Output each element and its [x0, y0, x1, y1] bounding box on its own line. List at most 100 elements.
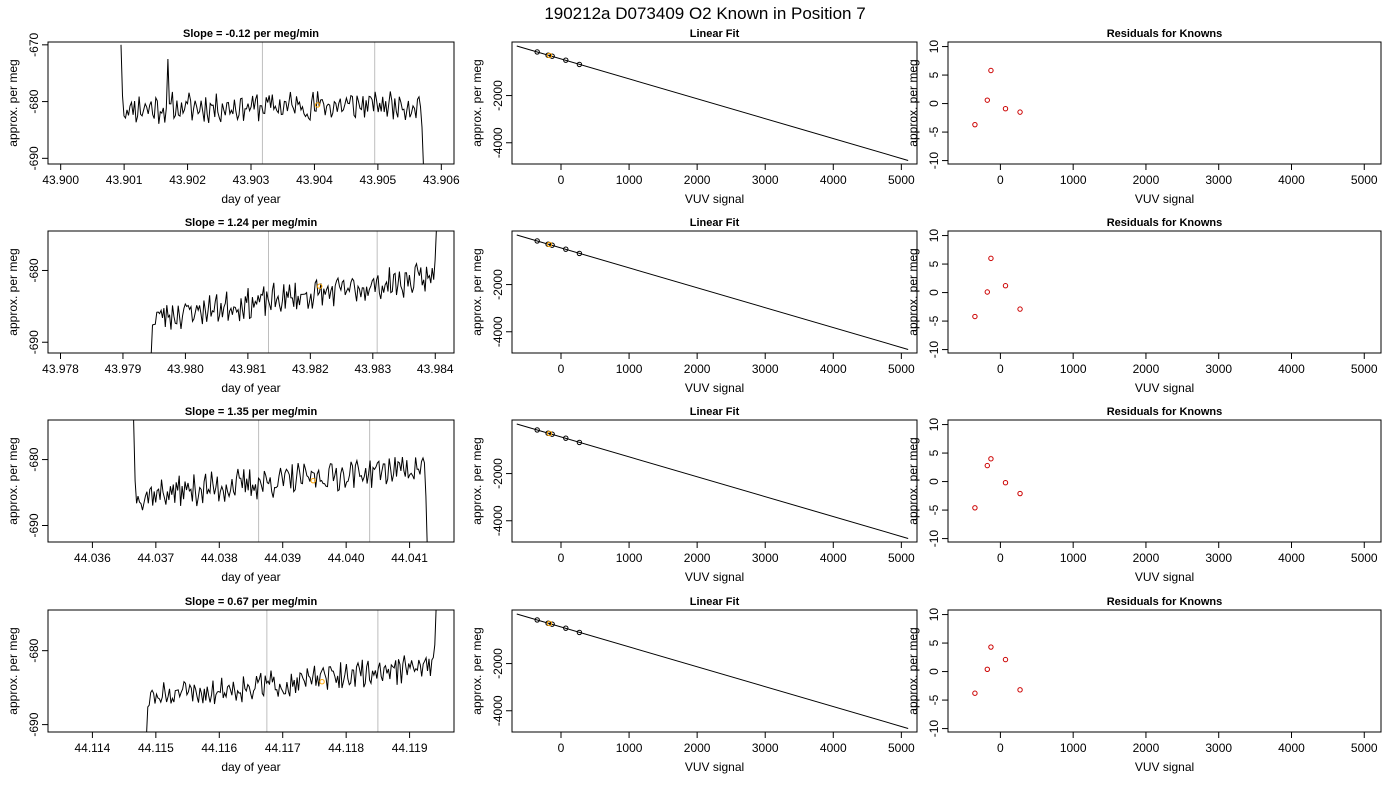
- chart-title: Slope = 1.35 per meg/min: [185, 406, 318, 418]
- y-tick-label: 0: [927, 100, 941, 107]
- x-tick-label: 1000: [1060, 551, 1087, 565]
- data-point: [1017, 490, 1023, 497]
- data-point: [1017, 306, 1023, 312]
- x-tick-label: 43.905: [360, 173, 397, 187]
- chart-panel-4: Slope = 0.67 per meg/min 44.114 44.115 44.1…: [6, 596, 455, 774]
- chart-panel-1: Slope = -0.12 per meg/min 43.900 43.901 43.…: [6, 28, 460, 206]
- y-tick-label: -670: [27, 33, 41, 57]
- data-point: [1017, 687, 1023, 693]
- x-axis-label: VUV signal: [685, 570, 744, 584]
- sample-marker: [317, 283, 323, 289]
- data-point: [984, 666, 990, 672]
- x-tick-label: 43.981: [230, 362, 267, 376]
- data-point: [984, 462, 990, 469]
- chart-panel-9: Residuals for Knowns 0 1000 2000 3000 4000 500…: [906, 28, 1382, 206]
- y-axis-label: approx. per meg: [470, 248, 484, 335]
- data-trace: [146, 610, 437, 732]
- x-tick-label: 44.119: [392, 741, 428, 755]
- data-point: [549, 431, 555, 437]
- x-tick-label: 5000: [888, 362, 915, 376]
- x-tick-label: 0: [558, 362, 565, 376]
- data-point: [984, 97, 990, 103]
- y-axis-label: approx. per meg: [470, 627, 484, 714]
- x-tick-label: 0: [997, 362, 1004, 376]
- y-axis-label: approx. per meg: [906, 627, 920, 714]
- sample-point: [546, 430, 553, 437]
- y-tick-label: 5: [927, 260, 941, 267]
- x-tick-label: 44.117: [265, 741, 301, 755]
- y-axis-label: approx. per meg: [470, 59, 484, 146]
- data-point: [534, 238, 540, 244]
- plot-frame: [511, 419, 918, 543]
- x-tick-label: 44.036: [74, 551, 111, 565]
- y-axis-label: approx. per meg: [470, 437, 484, 524]
- data-point: [563, 435, 569, 441]
- y-tick-label: -680: [27, 638, 41, 662]
- data-point: [972, 690, 978, 696]
- y-tick-label: -5: [927, 694, 941, 705]
- x-tick-label: 43.901: [106, 173, 143, 187]
- y-tick-label: 0: [927, 668, 941, 675]
- x-axis-label: VUV signal: [685, 381, 744, 395]
- x-axis-label: day of year: [221, 760, 280, 774]
- x-tick-label: 5000: [888, 741, 915, 755]
- y-tick-label: 0: [927, 478, 941, 485]
- x-tick-label: 43.982: [292, 362, 329, 376]
- x-tick-label: 5000: [1351, 173, 1378, 187]
- y-tick-label: -4000: [491, 505, 505, 536]
- plot-area: [516, 613, 909, 729]
- plot-frame: [947, 419, 1382, 543]
- x-tick-label: 4000: [1278, 362, 1305, 376]
- plot-frame: [47, 41, 455, 165]
- data-point: [549, 621, 555, 627]
- plot-area: [150, 231, 437, 353]
- y-tick-label: -10: [927, 530, 941, 548]
- x-tick-label: 44.115: [138, 741, 174, 755]
- data-trace: [150, 231, 437, 353]
- x-tick-label: 5000: [1351, 362, 1378, 376]
- y-tick-label: -690: [27, 330, 41, 354]
- x-tick-label: 43.984: [417, 362, 454, 376]
- plot-area: [516, 234, 909, 350]
- x-tick-label: 43.980: [167, 362, 204, 376]
- data-point: [576, 61, 583, 68]
- data-point: [984, 289, 990, 295]
- y-tick-label: -5: [927, 126, 941, 137]
- chart-title: Slope = -0.12 per meg/min: [183, 28, 319, 40]
- y-axis-label: approx. per meg: [6, 248, 20, 335]
- y-tick-label: -690: [27, 513, 41, 537]
- x-tick-label: 2000: [684, 173, 711, 187]
- y-tick-label: 10: [927, 229, 941, 243]
- x-tick-label: 0: [558, 741, 565, 755]
- chart-title: Slope = 0.67 per meg/min: [185, 596, 318, 608]
- chart-title: Residuals for Knowns: [1107, 217, 1223, 229]
- y-tick-label: -680: [27, 258, 41, 282]
- x-tick-label: 3000: [752, 362, 779, 376]
- x-axis-label: day of year: [221, 381, 280, 395]
- y-tick-label: -690: [27, 146, 41, 170]
- x-tick-label: 44.114: [75, 741, 111, 755]
- data-point: [563, 625, 569, 631]
- x-tick-label: 4000: [820, 741, 847, 755]
- data-point: [1002, 106, 1009, 112]
- y-axis-label: approx. per meg: [6, 627, 20, 714]
- x-tick-label: 1000: [616, 741, 643, 755]
- x-tick-label: 43.902: [169, 173, 206, 187]
- x-tick-label: 4000: [820, 551, 847, 565]
- data-point: [563, 246, 569, 252]
- chart-title: Residuals for Knowns: [1107, 596, 1223, 608]
- x-axis-label: VUV signal: [1135, 381, 1194, 395]
- data-point: [549, 242, 555, 248]
- plot-area: [120, 42, 424, 164]
- x-tick-label: 44.116: [201, 741, 237, 755]
- data-point: [988, 67, 994, 74]
- sample-marker: [319, 679, 325, 685]
- plot-frame: [511, 41, 918, 165]
- data-point: [534, 49, 540, 55]
- x-tick-label: 5000: [888, 173, 915, 187]
- x-tick-label: 1000: [616, 173, 643, 187]
- x-tick-label: 4000: [820, 362, 847, 376]
- x-tick-label: 4000: [1278, 551, 1305, 565]
- x-axis-label: day of year: [221, 570, 280, 584]
- y-tick-label: -5: [927, 315, 941, 326]
